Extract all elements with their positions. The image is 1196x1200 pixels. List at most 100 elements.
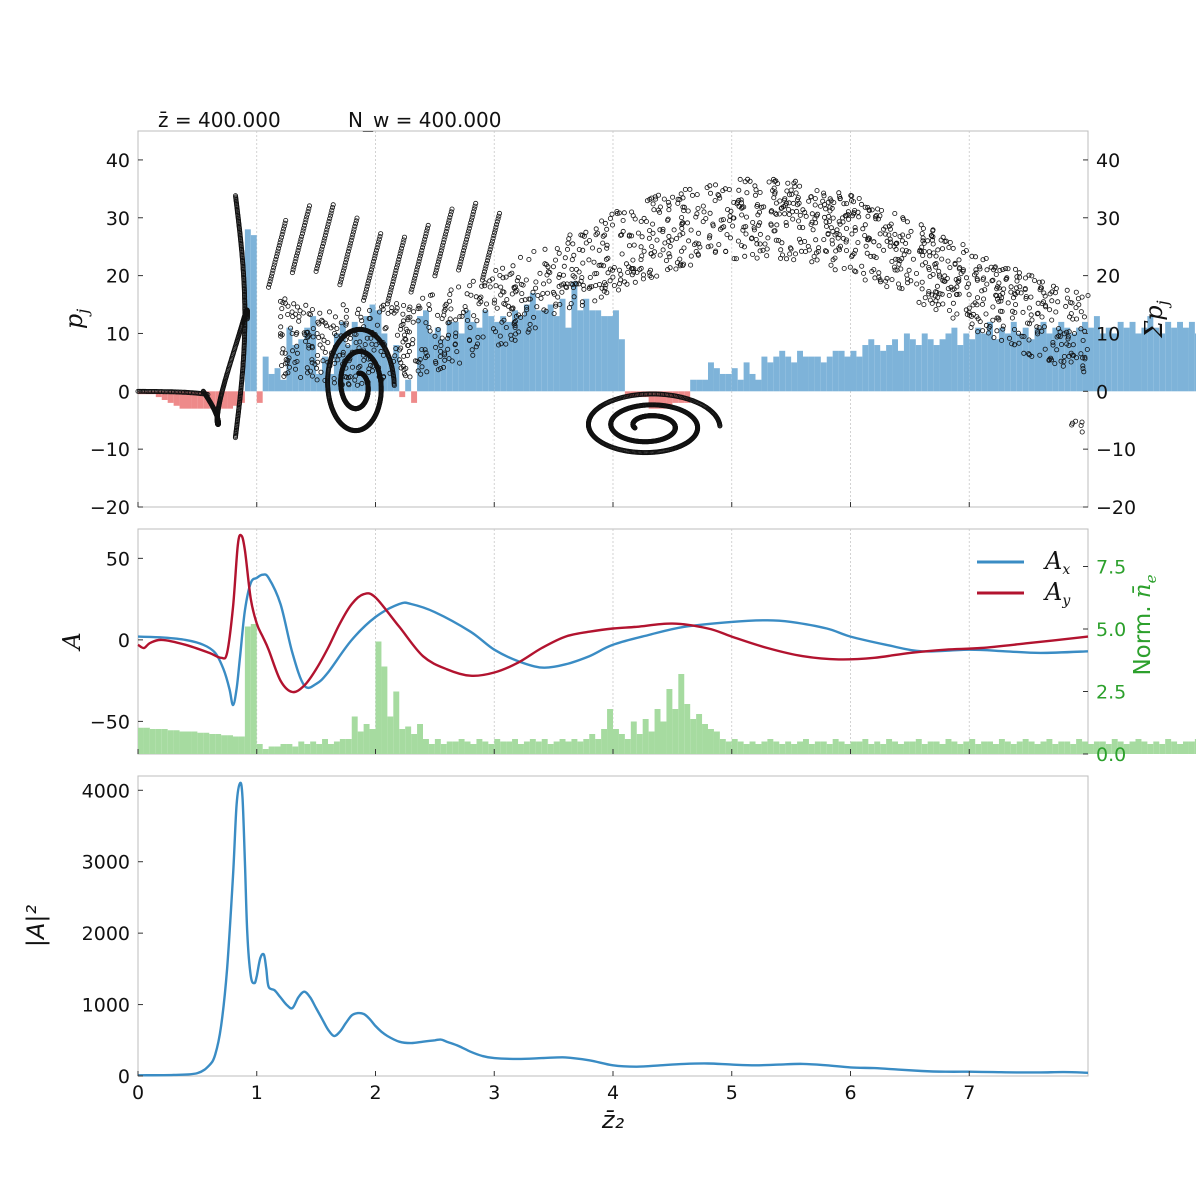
particle [930,271,936,277]
particle [787,251,793,257]
particle [876,270,882,276]
particle [488,244,494,250]
particle [508,332,514,338]
particle [352,377,358,383]
particle [920,225,926,231]
sum-pj-bar [945,333,952,392]
particle [926,291,932,297]
particle [837,195,843,201]
particle [427,306,433,312]
particle [940,246,946,252]
sum-pj-bar [725,373,732,392]
particle [292,311,298,317]
particle [527,296,533,302]
norm-ne-bar [808,744,815,754]
norm-ne-bar [981,741,988,754]
particle [447,291,453,297]
particle [814,257,820,263]
particle [860,226,866,232]
particle [983,255,989,261]
particle [919,249,925,255]
particle [983,322,989,328]
particle [713,182,719,188]
particle [754,203,760,209]
particle [570,241,576,247]
particle [405,342,411,348]
sum-pj-bar [975,327,982,392]
particle [266,284,272,290]
particle [524,307,530,313]
particle [1016,330,1022,336]
particle [344,254,350,260]
norm-ne-bar [238,736,245,754]
particle [845,212,851,218]
particle [661,196,667,202]
particle [394,262,400,268]
particle [490,326,496,332]
particle [438,251,444,257]
sum-pj-bar [1016,333,1023,392]
particle [919,279,925,285]
particle [503,324,509,330]
particle [400,240,406,246]
particle [650,253,656,259]
particle [768,221,774,227]
particle [489,241,495,247]
particle [292,366,298,372]
particle [522,297,528,303]
particle [945,258,951,264]
particle [526,326,532,332]
norm-ne-bar [814,741,821,754]
particle [504,297,510,303]
particle [345,381,351,387]
particle [1049,289,1055,295]
particle [386,292,392,298]
particle [496,213,502,219]
sum-pj-bar [185,391,192,409]
particle [542,246,548,252]
particle [604,290,610,296]
particle [403,326,409,332]
particle [724,232,730,238]
particle [580,260,586,266]
particle [468,220,474,226]
particle [818,203,824,209]
sum-pj-bar [310,316,317,392]
sum-pj-bar [529,292,536,392]
sum-pj-bar [262,356,269,392]
sum-pj-bar [618,339,625,392]
norm-ne-bar [209,734,216,754]
particle [873,212,879,218]
norm-ne-bar [1052,744,1059,754]
x-tick-label: 4 [607,1082,619,1104]
particle [424,369,430,375]
particle [989,278,995,284]
particle [325,221,331,227]
particle [675,200,681,206]
sum-pj-bar [909,339,916,392]
particle [856,195,862,201]
particle [553,257,559,263]
particle [666,233,672,239]
y-tick-label: 2000 [82,923,130,945]
sum-pj-bar [1111,333,1118,392]
sum-pj-bar [981,333,988,392]
particle [922,295,928,301]
particle [930,241,936,247]
sum-pj-bar [785,356,792,392]
sum-pj-bar [1099,333,1106,392]
particle [543,308,549,314]
particle [1016,340,1022,346]
particle [605,255,611,261]
particle [492,297,498,303]
particle [371,256,377,262]
particle [1015,289,1021,295]
particle [298,374,304,380]
particle [538,295,544,301]
particle [273,254,279,260]
sum-pj-bar [773,356,780,392]
particle [771,228,777,234]
particle [400,318,406,324]
sum-pj-bar [535,310,542,392]
particle [936,268,942,274]
